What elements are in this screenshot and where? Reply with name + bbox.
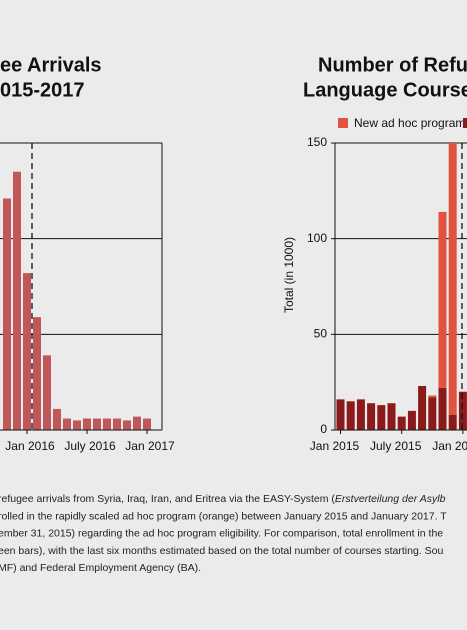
bar bbox=[428, 397, 437, 430]
bar bbox=[73, 420, 81, 430]
bar bbox=[377, 405, 386, 430]
caption-part: ember 31, 2015) regarding the ad hoc pro… bbox=[0, 527, 443, 539]
bar bbox=[346, 401, 355, 430]
chart-title: 015-2017 bbox=[0, 79, 85, 101]
bar bbox=[13, 171, 21, 430]
x-tick-label: Jan 2015 bbox=[310, 439, 360, 453]
chart-title: ee Arrivals bbox=[0, 54, 102, 76]
x-tick-label: Jan 2016 bbox=[432, 439, 467, 453]
chart-title: Language Course bbox=[303, 79, 467, 101]
bar bbox=[3, 198, 11, 430]
caption-part: Erstverteilung der Asylb bbox=[335, 493, 446, 505]
bar bbox=[133, 416, 141, 430]
bar bbox=[53, 408, 61, 430]
caption-line: een bars), with the last six months esti… bbox=[0, 545, 443, 557]
legend-swatch bbox=[463, 118, 467, 128]
bar bbox=[387, 403, 396, 430]
caption-line: MF) and Federal Employment Agency (BA). bbox=[0, 562, 201, 574]
caption-line: ember 31, 2015) regarding the ad hoc pro… bbox=[0, 527, 443, 539]
x-tick-label: Jan 2017 bbox=[125, 439, 175, 453]
bar bbox=[103, 418, 111, 430]
caption-part: rolled in the rapidly scaled ad hoc prog… bbox=[0, 510, 447, 522]
x-tick-label: Jan 2016 bbox=[5, 439, 55, 453]
y-tick-label: 100 bbox=[307, 231, 327, 245]
bar bbox=[43, 355, 51, 430]
chart-title: Number of Refu bbox=[318, 54, 467, 76]
bar bbox=[113, 418, 121, 430]
x-tick-label: July 2016 bbox=[64, 439, 116, 453]
bar bbox=[438, 387, 447, 430]
bar bbox=[83, 418, 91, 430]
bar bbox=[63, 418, 71, 430]
bar bbox=[407, 410, 416, 430]
bar bbox=[23, 273, 31, 430]
bar bbox=[448, 414, 457, 430]
bar bbox=[448, 143, 457, 415]
bar bbox=[367, 403, 376, 430]
bar bbox=[356, 399, 365, 430]
caption-part: refugee arrivals from Syria, Iraq, Iran,… bbox=[0, 493, 335, 505]
bar bbox=[336, 399, 345, 430]
caption-line: refugee arrivals from Syria, Iraq, Iran,… bbox=[0, 493, 446, 505]
bar bbox=[438, 211, 447, 388]
bar bbox=[458, 391, 467, 430]
bar bbox=[123, 420, 131, 430]
y-tick-label: 50 bbox=[314, 327, 328, 341]
x-tick-label: July 2015 bbox=[370, 439, 422, 453]
bar bbox=[428, 395, 437, 398]
bar bbox=[143, 418, 151, 430]
caption-line: rolled in the rapidly scaled ad hoc prog… bbox=[0, 510, 447, 522]
legend-label: New ad hoc program bbox=[354, 116, 465, 130]
bar bbox=[418, 385, 427, 430]
caption-part: MF) and Federal Employment Agency (BA). bbox=[0, 562, 201, 574]
bar bbox=[397, 416, 406, 430]
bar bbox=[93, 418, 101, 430]
bar bbox=[33, 317, 41, 430]
y-tick-label: 150 bbox=[307, 135, 327, 149]
legend-swatch bbox=[338, 118, 348, 128]
y-tick-label: 0 bbox=[320, 422, 327, 436]
caption-part: een bars), with the last six months esti… bbox=[0, 545, 443, 557]
y-axis-label: Total (in 1000) bbox=[282, 237, 296, 313]
